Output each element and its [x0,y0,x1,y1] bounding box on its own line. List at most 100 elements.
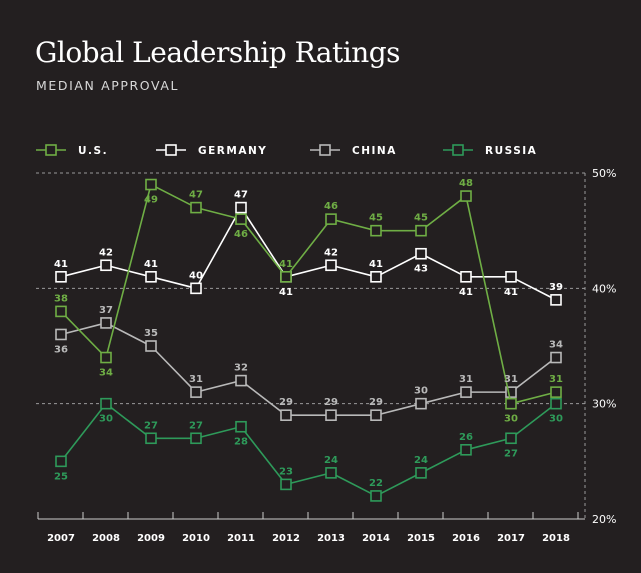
x-tick-label: 2018 [542,533,570,544]
data-point-russia [370,490,382,502]
data-point-china [235,374,247,387]
data-point-russia [55,455,67,468]
data-label-germany: 41 [369,259,383,270]
data-point-us [235,213,247,225]
data-point-us [55,305,67,318]
data-label-us: 31 [549,374,563,385]
data-point-us [190,201,202,214]
data-label-russia: 30 [99,414,113,425]
x-tick-label: 2010 [182,533,210,544]
series-line-china [60,322,557,417]
x-tick-label: 2008 [92,533,120,544]
data-point-china [325,409,337,422]
data-label-russia: 22 [369,478,383,489]
data-point-china [370,409,382,422]
legend-marker-germany [165,144,177,156]
data-label-russia: 27 [189,420,203,431]
data-point-us [100,351,112,364]
data-label-russia: 28 [234,437,248,448]
data-label-russia: 24 [324,455,338,466]
data-point-russia [190,432,202,445]
data-point-russia [505,432,517,445]
data-point-china [55,328,67,341]
data-label-germany: 41 [279,287,293,298]
data-point-russia [280,478,292,491]
data-point-germany [415,247,427,260]
x-tick-label: 2017 [497,533,525,544]
data-point-china [100,317,112,329]
data-point-russia [325,467,337,479]
legend-label-china: CHINA [352,145,397,157]
data-point-germany [55,270,67,283]
x-tick-label: 2016 [452,533,480,544]
data-point-us [370,224,382,237]
data-label-us: 34 [99,368,113,379]
data-point-russia [460,443,472,456]
data-point-germany [100,259,112,272]
data-point-china [550,351,562,364]
series-line-us [60,183,557,405]
data-label-us: 45 [414,213,428,224]
data-point-germany [325,259,337,272]
x-tick-label: 2015 [407,533,435,544]
data-point-germany [370,270,382,283]
data-point-russia [415,467,427,479]
data-label-germany: 41 [459,287,473,298]
data-label-china: 37 [99,305,113,316]
data-label-us: 48 [459,178,473,189]
data-label-germany: 42 [324,247,338,258]
legend-label-germany: GERMANY [198,145,267,157]
data-point-china [145,340,157,352]
data-label-china: 36 [54,344,68,355]
data-label-russia: 30 [549,414,563,425]
data-point-china [415,397,427,410]
data-point-germany [145,270,157,283]
data-label-us: 47 [189,190,203,201]
data-label-russia: 25 [54,471,68,482]
chart-subtitle: MEDIAN APPROVAL [36,78,180,93]
data-label-germany: 39 [549,282,563,293]
data-label-russia: 24 [414,455,428,466]
data-label-china: 29 [324,397,338,408]
data-label-us: 38 [54,293,68,304]
legend-marker-us [45,144,57,156]
y-tick-label: 40% [592,282,616,295]
y-tick-label: 30% [592,398,616,411]
data-label-china: 35 [144,328,158,339]
data-point-china [460,386,472,398]
data-point-russia [100,397,112,410]
data-point-us [145,178,157,191]
data-label-russia: 23 [279,466,293,477]
data-point-us [415,224,427,237]
data-label-us: 49 [144,195,158,206]
data-label-china: 31 [504,374,518,385]
data-point-us [505,397,517,410]
data-label-us: 45 [369,213,383,224]
chart-title: Global Leadership Ratings [35,36,401,69]
data-point-germany [190,282,202,295]
data-label-russia: 26 [459,432,473,443]
legend-marker-russia [452,144,464,156]
data-point-germany [460,270,472,283]
data-point-germany [505,270,517,283]
data-point-germany [550,294,562,306]
series-line-germany [60,206,557,301]
data-label-germany: 42 [99,247,113,258]
data-label-germany: 40 [189,270,203,281]
data-point-china [505,386,517,398]
legend-label-russia: RUSSIA [485,145,537,157]
data-point-russia [145,432,157,445]
data-label-russia: 27 [144,420,158,431]
data-label-germany: 47 [234,190,248,201]
data-label-china: 29 [279,397,293,408]
legend-label-us: U.S. [78,145,108,157]
data-label-china: 31 [459,374,473,385]
data-label-germany: 41 [504,287,518,298]
data-point-us [325,213,337,225]
data-label-china: 32 [234,363,248,374]
data-label-china: 31 [189,374,203,385]
data-point-russia [550,397,562,410]
data-point-us [280,270,292,283]
data-point-russia [235,420,247,433]
